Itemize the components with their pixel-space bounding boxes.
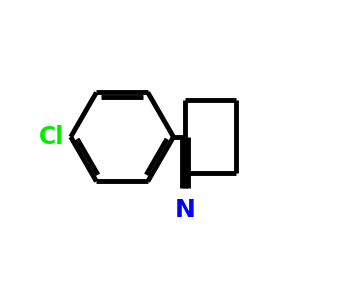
Text: N: N — [175, 198, 195, 222]
Text: Cl: Cl — [39, 125, 64, 149]
